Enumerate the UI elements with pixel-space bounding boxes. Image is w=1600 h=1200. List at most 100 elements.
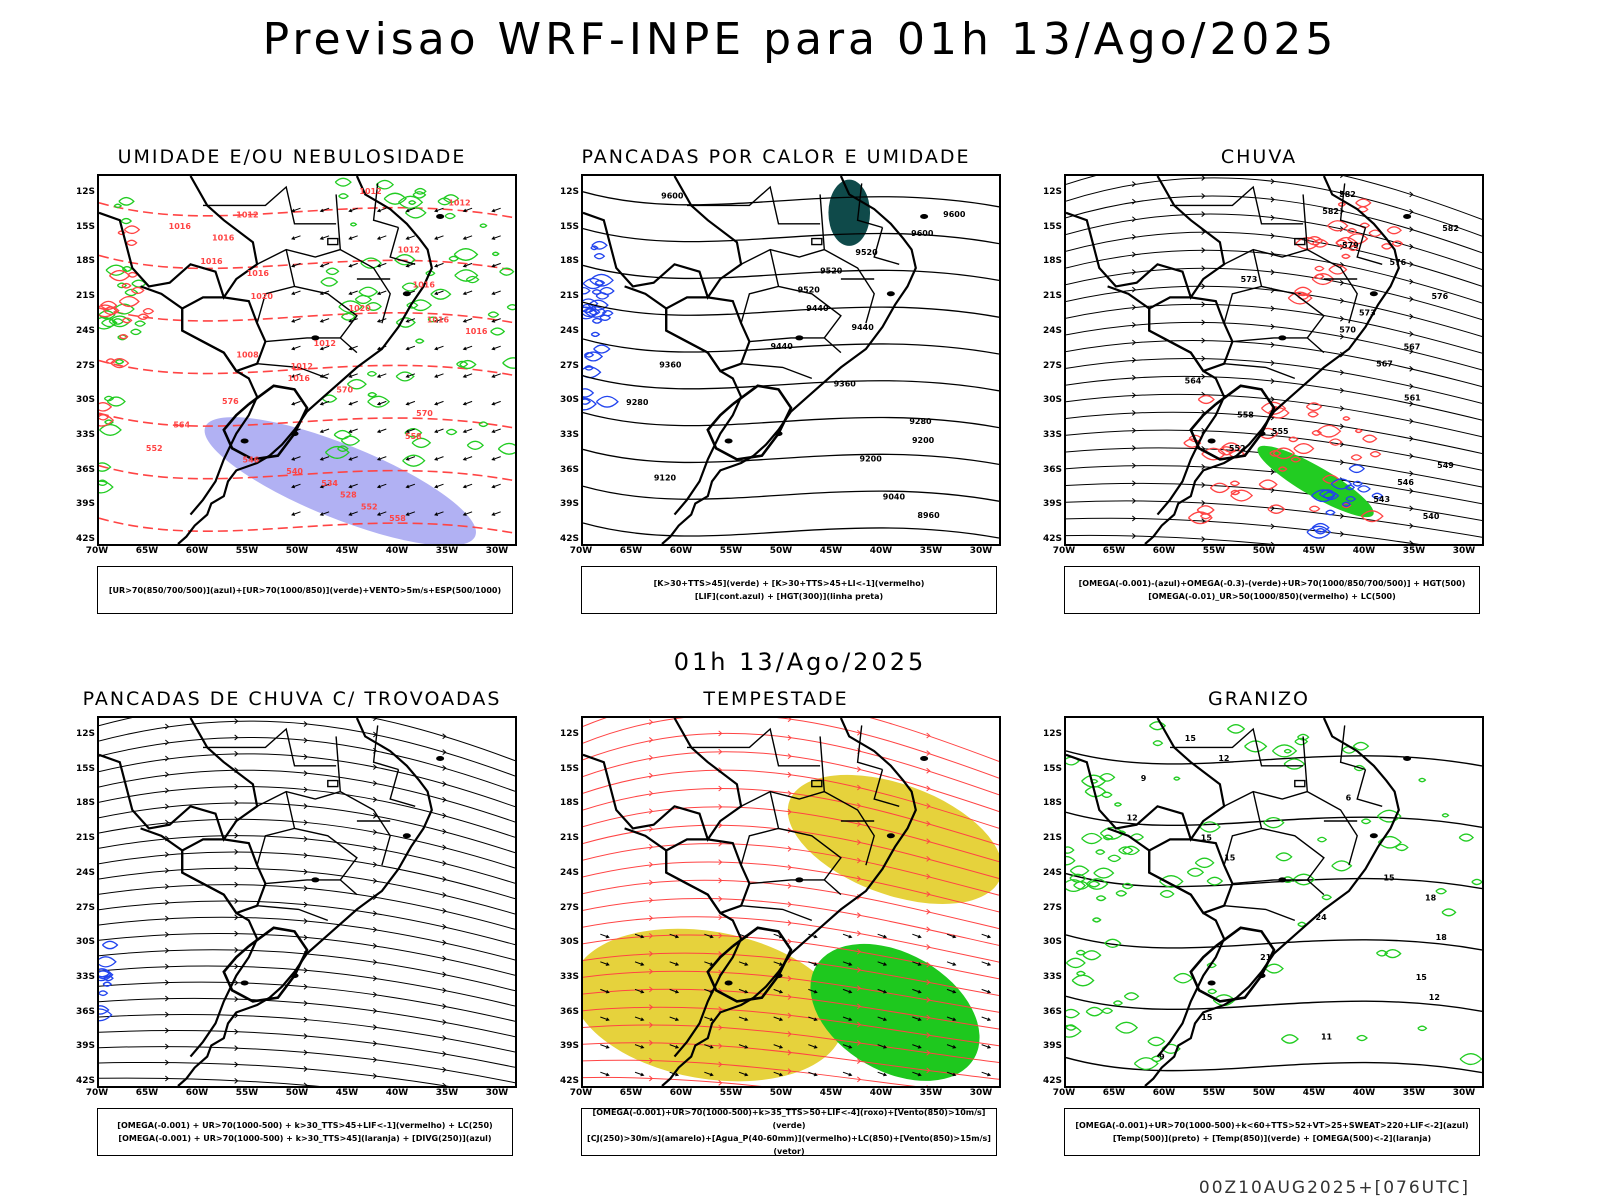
wind-vector xyxy=(491,456,501,461)
wind-vector xyxy=(842,1016,853,1022)
map-pancadas-calor[interactable]: 9600 9600 9600 9520 9520 9520 9440 9440 9440 9360… xyxy=(581,174,1001,546)
streamline-arrow xyxy=(165,867,170,874)
isoline-label: 9040 xyxy=(883,492,906,501)
isoline-label: 9600 xyxy=(943,210,966,219)
streamline xyxy=(99,769,515,823)
map-tempestade[interactable] xyxy=(581,716,1001,1088)
streamline-arrow xyxy=(1201,373,1206,380)
legend-line-2: [Temp(500)](preto) + [Temp(850)](verde) … xyxy=(1112,1134,1432,1143)
streamline-arrow xyxy=(234,865,239,872)
wind-vector xyxy=(348,456,358,461)
state-border xyxy=(740,791,780,866)
lake xyxy=(724,438,733,444)
streamline-arrow xyxy=(1270,541,1275,544)
wind-vector xyxy=(319,400,330,406)
wind-vector xyxy=(634,933,645,939)
contour-piece xyxy=(321,394,338,403)
latitude-axis: 12S 15S 18S 21S 24S 27S 30S 33S 36S 39S 42S xyxy=(549,716,579,1088)
isoline xyxy=(583,375,999,392)
isoline xyxy=(99,359,515,377)
state-border xyxy=(1232,337,1325,354)
streamline-arrow xyxy=(373,718,378,722)
contour-piece xyxy=(490,327,506,336)
latitude-label: 15S xyxy=(1042,763,1062,774)
wind-vector xyxy=(738,1044,749,1049)
streamline-arrow xyxy=(303,852,308,859)
panel-tempestade: TEMPESTADE 12S 15S 18S 21S 24S 27S 30S 33S 36S 39… xyxy=(541,688,1011,1178)
state-border xyxy=(256,791,296,866)
map-umidade[interactable]: 1012 1012 1012 1016 1016 1012 1016 1016 1016 1020… xyxy=(97,174,517,546)
streamline-arrow xyxy=(303,868,308,875)
streamline-arrow xyxy=(1132,216,1137,223)
latitude-label: 30S xyxy=(1042,937,1062,948)
streamline-arrow xyxy=(718,895,723,902)
streamline-arrow xyxy=(373,926,378,933)
map-trovoadas[interactable] xyxy=(97,716,517,1088)
isoline-label: 9440 xyxy=(806,304,829,313)
latitude-label: 12S xyxy=(1042,729,1062,739)
wind-vector xyxy=(600,1044,610,1049)
streamline-arrow xyxy=(787,753,792,760)
longitude-label: 55W xyxy=(719,546,743,556)
isoline-label: 1012 xyxy=(448,199,470,208)
isoline-label: 546 xyxy=(243,456,260,465)
streamline-arrow xyxy=(234,1061,239,1068)
streamline-arrow xyxy=(234,734,239,741)
longitude-label: 45W xyxy=(819,546,843,556)
longitude-label: 70W xyxy=(569,546,593,556)
contour-piece xyxy=(395,317,416,328)
contour-piece xyxy=(1267,504,1286,514)
wind-vector xyxy=(600,961,610,966)
longitude-label: 35W xyxy=(435,546,459,556)
latitude-label: 18S xyxy=(75,798,95,809)
latitude-label: 33S xyxy=(75,971,95,982)
isoline-label: 12 xyxy=(1127,814,1138,823)
wind-vector xyxy=(348,511,358,516)
isoline xyxy=(1066,995,1482,1012)
wind-vector xyxy=(704,1016,714,1022)
lake xyxy=(1257,973,1266,979)
contour-piece xyxy=(1084,785,1107,798)
longitude-label: 50W xyxy=(769,546,793,556)
streamline-arrow xyxy=(1270,396,1275,403)
state-border xyxy=(687,727,821,767)
longitude-label: 60W xyxy=(1152,546,1176,556)
state-border xyxy=(1261,827,1325,881)
isoline xyxy=(99,412,515,429)
border-uruguay xyxy=(706,926,793,1003)
contour-piece xyxy=(1441,908,1457,917)
wind-vector xyxy=(738,961,749,966)
streamline-arrow xyxy=(1409,418,1414,425)
streamline-arrow xyxy=(1132,462,1137,469)
contour-piece xyxy=(349,222,358,227)
isoline xyxy=(583,301,999,318)
wind-vector xyxy=(291,511,301,516)
isoline-label: 564 xyxy=(1185,376,1202,385)
streamline xyxy=(99,736,515,792)
border-argentina xyxy=(624,285,743,516)
map-chuva[interactable]: 582 582 582 579 576 573 576 573 570 567 567 564 561 5… xyxy=(1064,174,1484,546)
contour-piece xyxy=(1312,238,1329,248)
longitude-label: 35W xyxy=(919,546,943,556)
streamlines xyxy=(583,718,999,1086)
wind-vector xyxy=(434,235,444,240)
streamline-arrow xyxy=(234,947,239,953)
streamline-arrow xyxy=(926,1032,931,1039)
wind-vector xyxy=(434,456,444,461)
contour-piece xyxy=(1306,236,1324,246)
latitude-label: 24S xyxy=(75,867,95,878)
contour-piece xyxy=(121,282,132,289)
state-border xyxy=(203,185,337,225)
longitude-label: 30W xyxy=(969,546,993,556)
streamline-arrow xyxy=(234,914,239,921)
state-border xyxy=(1356,769,1383,807)
isoline-label: 9360 xyxy=(834,379,857,388)
streamline-arrow xyxy=(165,771,170,778)
streamline-arrow xyxy=(926,732,931,739)
wind-vector xyxy=(319,262,330,268)
longitude-label: 60W xyxy=(185,546,209,556)
wind-vector xyxy=(669,988,680,994)
wind-vector xyxy=(348,207,358,213)
map-granizo[interactable]: 15 12 9 6 12 15 15 15 18 24 18 21 15 12 15 11 9 xyxy=(1064,716,1484,1088)
state-border xyxy=(1232,879,1325,896)
